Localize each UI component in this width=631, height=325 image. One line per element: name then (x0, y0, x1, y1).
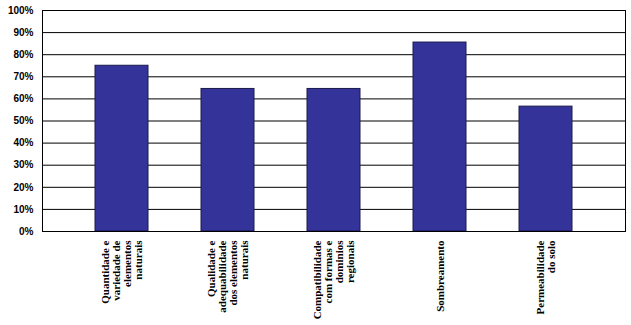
svg-text:100%: 100% (8, 5, 34, 16)
svg-text:10%: 10% (13, 204, 33, 215)
svg-text:Compatibilidadecom formas edom: Compatibilidadecom formas edominiosregio… (311, 240, 356, 320)
svg-text:80%: 80% (13, 49, 33, 60)
svg-text:Qualidade eadequabilidadedos e: Qualidade eadequabilidadedos elementosna… (205, 240, 250, 313)
svg-text:20%: 20% (13, 182, 33, 193)
svg-text:Permeabilidadedo solo: Permeabilidadedo solo (534, 240, 557, 314)
svg-text:Quantidade evariedade deelemen: Quantidade evariedade deelementosnaturai… (99, 240, 144, 304)
svg-text:90%: 90% (13, 27, 33, 38)
svg-text:60%: 60% (13, 93, 33, 104)
svg-text:40%: 40% (13, 137, 33, 148)
svg-text:0%: 0% (19, 226, 34, 237)
svg-text:30%: 30% (13, 159, 33, 170)
svg-text:70%: 70% (13, 71, 33, 82)
svg-text:Sombreamento: Sombreamento (434, 240, 446, 312)
svg-text:50%: 50% (13, 115, 33, 126)
